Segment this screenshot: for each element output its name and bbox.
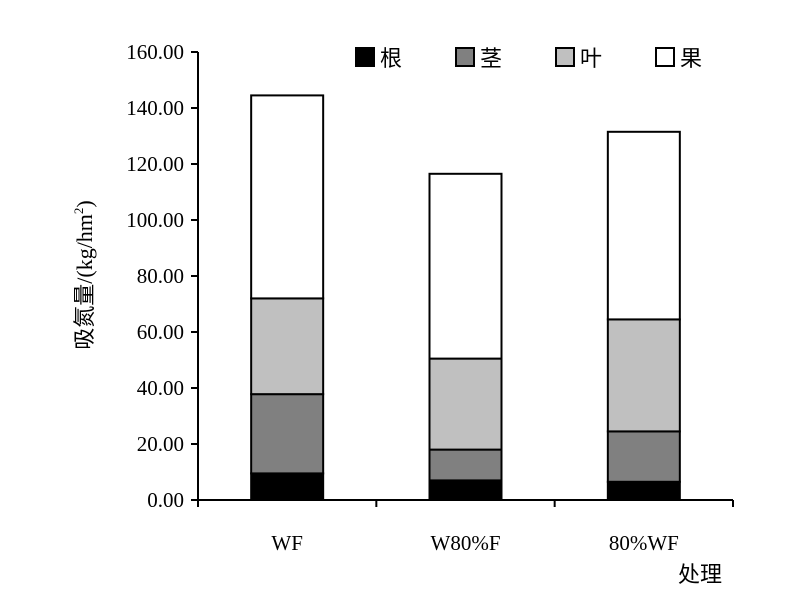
y-axis-title-tail: )	[72, 200, 97, 207]
legend-swatch	[455, 47, 475, 67]
bar-segment	[250, 94, 325, 300]
y-tick-label: 80.00	[137, 264, 184, 288]
y-axis-title-main: 吸氮量/(kg/hm	[72, 214, 97, 350]
y-tick-label: 120.00	[126, 152, 184, 176]
x-category-label: 80%WF	[609, 531, 679, 555]
x-categories: WF W80%F 80%WF	[271, 531, 678, 555]
bar-segment	[250, 393, 325, 475]
legend-swatch	[355, 47, 375, 67]
y-tick-label: 140.00	[126, 96, 184, 120]
bar-segment	[606, 480, 681, 501]
y-tick-label: 20.00	[137, 432, 184, 456]
y-tick-label: 0.00	[147, 488, 184, 512]
legend: 根茎叶果	[355, 46, 702, 71]
bar-segment	[428, 172, 503, 360]
bar-segment	[606, 430, 681, 483]
x-category-label: WF	[271, 531, 303, 555]
bar-segment	[428, 479, 503, 501]
bar-segment	[250, 472, 325, 501]
legend-swatch	[655, 47, 675, 67]
bar-segment	[428, 448, 503, 482]
legend-swatch	[555, 47, 575, 67]
legend-label: 叶	[580, 46, 602, 71]
bar-segment	[428, 357, 503, 451]
y-tick-label: 160.00	[126, 40, 184, 64]
y-tick-label: 60.00	[137, 320, 184, 344]
y-axis-title: 吸氮量/(kg/hm2)	[71, 200, 97, 350]
y-ticks: 0.00 20.00 40.00 60.00 80.00 100.00 120.00 140.…	[126, 40, 198, 512]
legend-label: 茎	[480, 46, 502, 71]
x-axis-title: 处理	[678, 562, 722, 587]
legend-label: 根	[380, 46, 402, 71]
bars	[250, 94, 681, 501]
bar-segment	[606, 318, 681, 433]
x-category-label: W80%F	[431, 531, 501, 555]
bar-segment	[606, 130, 681, 321]
y-tick-label: 100.00	[126, 208, 184, 232]
legend-label: 果	[680, 46, 702, 71]
bar-segment	[250, 297, 325, 396]
y-axis-title-sup: 2	[71, 208, 86, 215]
y-tick-label: 40.00	[137, 376, 184, 400]
